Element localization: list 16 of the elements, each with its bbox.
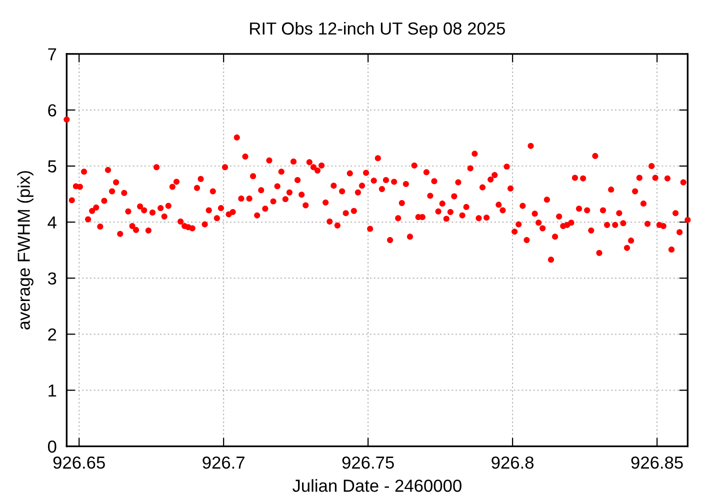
x-tick-label: 926.85 (631, 456, 683, 469)
y-tick-label: 3 (48, 272, 56, 285)
x-tick-label: 926.75 (342, 456, 394, 469)
chart-title: RIT Obs 12-inch UT Sep 08 2025 (250, 22, 505, 38)
x-tick-label: 926.7 (202, 456, 244, 469)
y-tick-label: 0 (48, 440, 56, 453)
y-tick-label: 4 (48, 216, 56, 228)
y-tick-label: 5 (48, 160, 56, 173)
y-tick-label: 6 (48, 104, 56, 116)
y-axis-title: average FWHM (pix) (17, 171, 34, 330)
x-axis-title: Julian Date - 2460000 (292, 479, 462, 492)
y-tick-label: 7 (48, 48, 56, 60)
y-tick-label: 1 (48, 384, 56, 397)
x-tick-label: 926.8 (492, 456, 534, 469)
y-tick-label: 2 (48, 328, 56, 340)
x-tick-label: 926.65 (53, 456, 105, 469)
